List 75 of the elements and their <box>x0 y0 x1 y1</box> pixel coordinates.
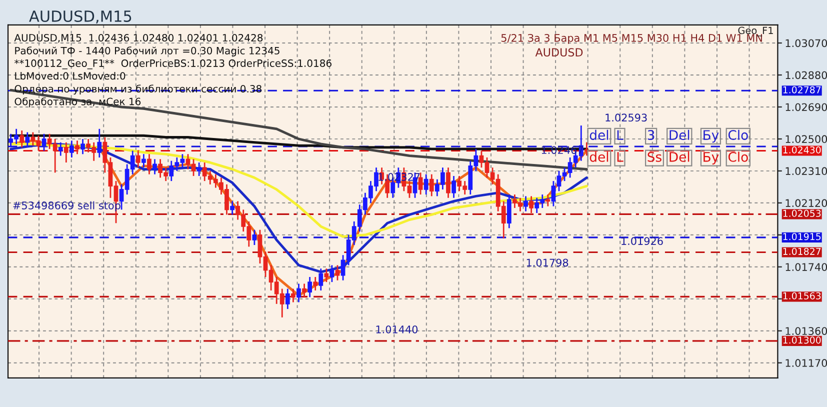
ref-line-label: 1.01827 <box>783 248 821 255</box>
annotation: Geo_F1 <box>738 26 773 36</box>
annotation: Clo <box>728 130 748 140</box>
annotation: L <box>617 130 624 140</box>
candlestick <box>429 174 434 197</box>
annotation: L <box>617 152 624 162</box>
candlestick <box>80 138 85 155</box>
ref-line-label: 1.02430 <box>783 146 821 154</box>
candlestick <box>318 268 324 292</box>
annotation: 1.01798 <box>526 258 568 267</box>
candlestick <box>546 194 550 207</box>
annotation: LbMoved:0 LsMoved:0 <box>15 72 126 80</box>
y-tick-label: 1.02310 <box>786 167 827 176</box>
candlestick <box>136 150 140 168</box>
annotation: **100112_Geo_F1** OrderPriceBS:1.0213 OrderPriceSS:1.0186 <box>14 59 332 70</box>
chart-title: AUDUSD,M15 <box>29 10 132 24</box>
annotation: Del <box>670 130 690 140</box>
candlestick <box>424 174 428 196</box>
candlestick <box>42 133 46 152</box>
ref-line-label: 1.01915 <box>783 233 821 240</box>
candlestick <box>75 140 80 155</box>
candlestick <box>446 166 450 199</box>
candlestick <box>97 128 102 158</box>
candlestick <box>506 194 512 229</box>
candlestick <box>529 195 534 214</box>
candlestick <box>25 132 30 148</box>
annotation: 1.01440 <box>376 325 418 334</box>
candlestick <box>302 283 306 298</box>
y-tick-label: 1.01740 <box>786 263 827 271</box>
annotation: Ss <box>648 152 662 162</box>
candlestick <box>64 142 68 164</box>
candlestick <box>452 175 456 199</box>
y-tick-label: 1.02880 <box>786 71 827 80</box>
annotation: AUDUSD,M15 1.02436 1.02480 1.02401 1.02428 <box>14 34 263 43</box>
candlestick <box>252 229 257 246</box>
candlestick <box>230 200 234 216</box>
annotation: Рабочий ТФ - 1440 Рабочий лот =0.30 Magic 12345 <box>15 46 280 56</box>
annotation: Del <box>670 152 690 162</box>
candlestick <box>313 276 318 292</box>
candlestick <box>20 130 24 148</box>
candlestick <box>147 153 152 175</box>
candlestick <box>196 162 202 177</box>
candlestick <box>291 288 296 303</box>
annotation: 3 <box>648 130 654 140</box>
y-tick-label: 1.01360 <box>786 327 827 335</box>
candlestick <box>330 264 334 283</box>
candlestick <box>58 142 63 156</box>
ref-line-label: 1.02053 <box>783 210 821 217</box>
ref-line-label: 1.01300 <box>783 336 821 344</box>
y-tick-label: 1.03070 <box>786 39 827 48</box>
annotation: 1.01926 <box>622 237 663 246</box>
candlestick <box>296 283 301 303</box>
candlestick <box>324 268 329 283</box>
y-tick-label: 1.02500 <box>786 135 827 144</box>
annotation: 1.02467 <box>542 146 583 154</box>
candlestick <box>308 276 312 298</box>
annotation: del <box>590 130 608 140</box>
candlestick <box>152 158 157 175</box>
annotation: Бу <box>704 130 719 143</box>
annotation: AUDUSD <box>535 48 583 57</box>
candlestick <box>418 172 423 196</box>
candlestick <box>141 153 146 168</box>
candlestick <box>524 195 528 212</box>
y-tick-label: 1.01170 <box>786 359 827 367</box>
candlestick <box>70 140 74 158</box>
y-tick-label: 1.02690 <box>786 103 827 112</box>
ref-line-label: 1.01563 <box>783 292 821 300</box>
annotation: 1.02593 <box>606 114 647 122</box>
annotation: Clo <box>728 152 748 162</box>
y-tick-label: 1.02120 <box>786 199 827 208</box>
annotation: del <box>590 152 608 162</box>
ref-line-label: 1.02787 <box>783 86 821 94</box>
annotation: 5/21 За 3 Бара M1 M5 M15 M30 H1 H4 D1 W1 MN <box>501 34 762 44</box>
candlestick <box>285 288 290 310</box>
annotation: Бу <box>704 152 719 164</box>
